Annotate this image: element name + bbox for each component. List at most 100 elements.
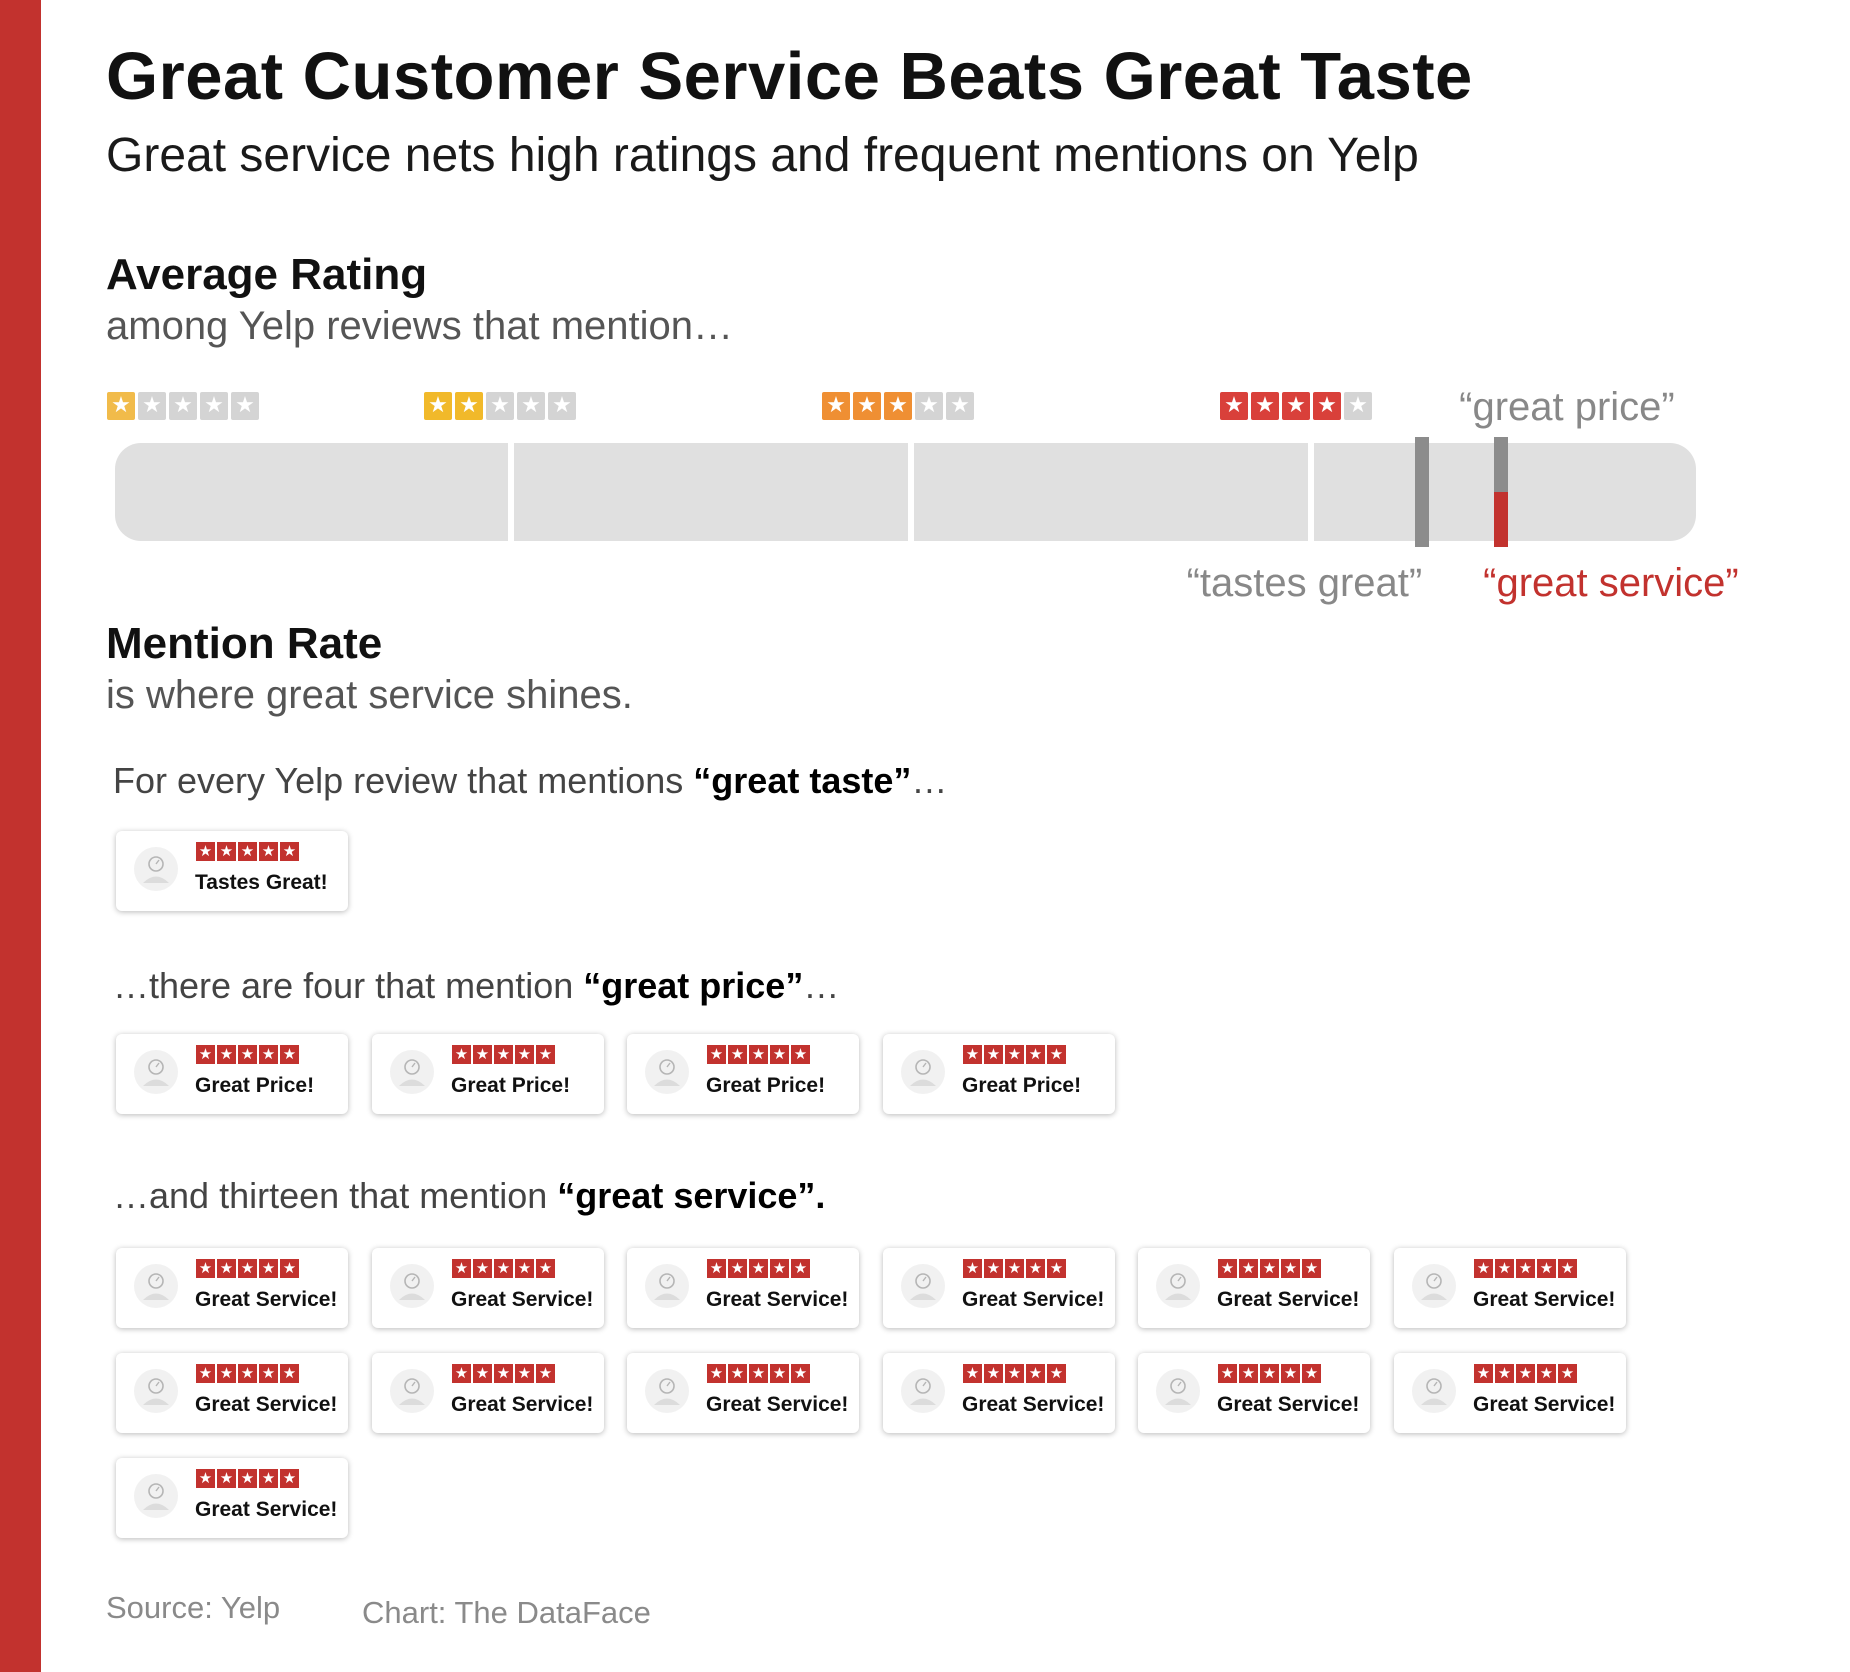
star-icon: ★ — [1047, 1045, 1066, 1064]
chart-subtitle: Great service nets high ratings and freq… — [106, 129, 1419, 182]
star-rating-legend: ★ ★ ★ ★ ★ — [424, 392, 576, 420]
review-card-label: Great Service! — [451, 1393, 594, 1416]
star-icon: ★ — [770, 1259, 789, 1278]
review-card: ★ ★ ★ ★ ★ Great Service! — [1138, 1353, 1370, 1433]
chart-title: Great Customer Service Beats Great Taste — [106, 39, 1473, 114]
star-icon: ★ — [984, 1364, 1003, 1383]
star-icon: ★ — [452, 1045, 471, 1064]
five-star-rating: ★ ★ ★ ★ ★ — [1474, 1364, 1577, 1383]
star-icon: ★ — [196, 1364, 215, 1383]
star-icon: ★ — [238, 1469, 257, 1488]
review-card-label: Great Service! — [195, 1498, 338, 1521]
star-icon: ★ — [259, 1469, 278, 1488]
star-icon: ★ — [1239, 1259, 1258, 1278]
label-tastes-great: “tastes great” — [1186, 561, 1423, 605]
star-icon: ★ — [196, 1469, 215, 1488]
star-icon: ★ — [536, 1364, 555, 1383]
star-icon: ★ — [238, 1045, 257, 1064]
star-icon: ★ — [536, 1259, 555, 1278]
review-card-label: Great Service! — [195, 1393, 338, 1416]
star-icon: ★ — [1516, 1364, 1535, 1383]
marker-great-service — [1494, 492, 1509, 547]
review-card-label: Great Service! — [962, 1393, 1105, 1416]
review-card: ★ ★ ★ ★ ★ Great Service! — [883, 1353, 1115, 1433]
star-icon: ★ — [217, 1469, 236, 1488]
accent-band — [0, 0, 41, 1672]
star-icon: ★ — [1558, 1364, 1577, 1383]
user-avatar-icon — [645, 1264, 689, 1308]
star-icon: ★ — [494, 1045, 513, 1064]
star-icon: ★ — [984, 1259, 1003, 1278]
star-icon: ★ — [238, 1364, 257, 1383]
review-card: ★ ★ ★ ★ ★ Great Price! — [116, 1034, 348, 1114]
star-rating-legend: ★ ★ ★ ★ ★ — [1220, 392, 1372, 420]
five-star-rating: ★ ★ ★ ★ ★ — [707, 1045, 810, 1064]
user-avatar-icon — [1156, 1369, 1200, 1413]
star-rating-legend: ★ ★ ★ ★ ★ — [822, 392, 974, 420]
star-icon: ★ — [1495, 1364, 1514, 1383]
star-icon: ★ — [515, 1259, 534, 1278]
star-icon: ★ — [749, 1045, 768, 1064]
star-icon: ★ — [1005, 1259, 1024, 1278]
review-card: ★ ★ ★ ★ ★ Great Price! — [627, 1034, 859, 1114]
review-card-label: Tastes Great! — [195, 871, 328, 894]
star-icon: ★ — [791, 1364, 810, 1383]
star-icon: ★ — [1026, 1045, 1045, 1064]
star-icon: ★ — [455, 392, 483, 420]
star-icon: ★ — [884, 392, 912, 420]
review-card: ★ ★ ★ ★ ★ Great Price! — [883, 1034, 1115, 1114]
star-icon: ★ — [231, 392, 259, 420]
star-icon: ★ — [217, 1045, 236, 1064]
star-icon: ★ — [749, 1364, 768, 1383]
star-icon: ★ — [486, 392, 514, 420]
star-icon: ★ — [259, 842, 278, 861]
star-icon: ★ — [1220, 392, 1248, 420]
review-card-label: Great Service! — [706, 1393, 849, 1416]
star-icon: ★ — [946, 392, 974, 420]
review-card: ★ ★ ★ ★ ★ Great Service! — [627, 1248, 859, 1328]
star-icon: ★ — [1281, 1364, 1300, 1383]
star-icon: ★ — [1047, 1259, 1066, 1278]
star-icon: ★ — [1474, 1259, 1493, 1278]
star-icon: ★ — [280, 842, 299, 861]
five-star-rating: ★ ★ ★ ★ ★ — [963, 1259, 1066, 1278]
star-icon: ★ — [728, 1259, 747, 1278]
review-card: ★ ★ ★ ★ ★ Great Service! — [116, 1248, 348, 1328]
star-icon: ★ — [452, 1259, 471, 1278]
user-avatar-icon — [134, 1050, 178, 1094]
star-icon: ★ — [200, 392, 228, 420]
user-avatar-icon — [1156, 1264, 1200, 1308]
star-icon: ★ — [770, 1364, 789, 1383]
star-icon: ★ — [1281, 1259, 1300, 1278]
star-icon: ★ — [515, 1364, 534, 1383]
star-icon: ★ — [963, 1364, 982, 1383]
star-icon: ★ — [1495, 1259, 1514, 1278]
user-avatar-icon — [390, 1050, 434, 1094]
review-card-label: Great Price! — [451, 1074, 571, 1097]
user-avatar-icon — [901, 1050, 945, 1094]
review-card-label: Great Service! — [451, 1288, 594, 1311]
star-icon: ★ — [1047, 1364, 1066, 1383]
star-icon: ★ — [107, 392, 135, 420]
star-icon: ★ — [963, 1045, 982, 1064]
star-icon: ★ — [238, 842, 257, 861]
star-icon: ★ — [473, 1364, 492, 1383]
review-card: ★ ★ ★ ★ ★ Great Service! — [883, 1248, 1115, 1328]
star-icon: ★ — [1558, 1259, 1577, 1278]
mention-line-price: …there are four that mention “great pric… — [113, 965, 840, 1006]
star-icon: ★ — [707, 1045, 726, 1064]
mention-line-service: …and thirteen that mention “great servic… — [113, 1175, 826, 1216]
star-icon: ★ — [280, 1259, 299, 1278]
source-note: Source: Yelp — [106, 1590, 281, 1625]
star-icon: ★ — [217, 1364, 236, 1383]
star-icon: ★ — [217, 842, 236, 861]
star-icon: ★ — [169, 392, 197, 420]
review-card: ★ ★ ★ ★ ★ Great Service! — [372, 1248, 604, 1328]
star-icon: ★ — [1260, 1364, 1279, 1383]
star-rating-legend: ★ ★ ★ ★ ★ — [107, 392, 259, 420]
star-icon: ★ — [548, 392, 576, 420]
star-icon: ★ — [494, 1364, 513, 1383]
review-card: ★ ★ ★ ★ ★ Great Service! — [116, 1458, 348, 1538]
review-card-label: Great Price! — [962, 1074, 1082, 1097]
rating-divider — [508, 443, 514, 541]
